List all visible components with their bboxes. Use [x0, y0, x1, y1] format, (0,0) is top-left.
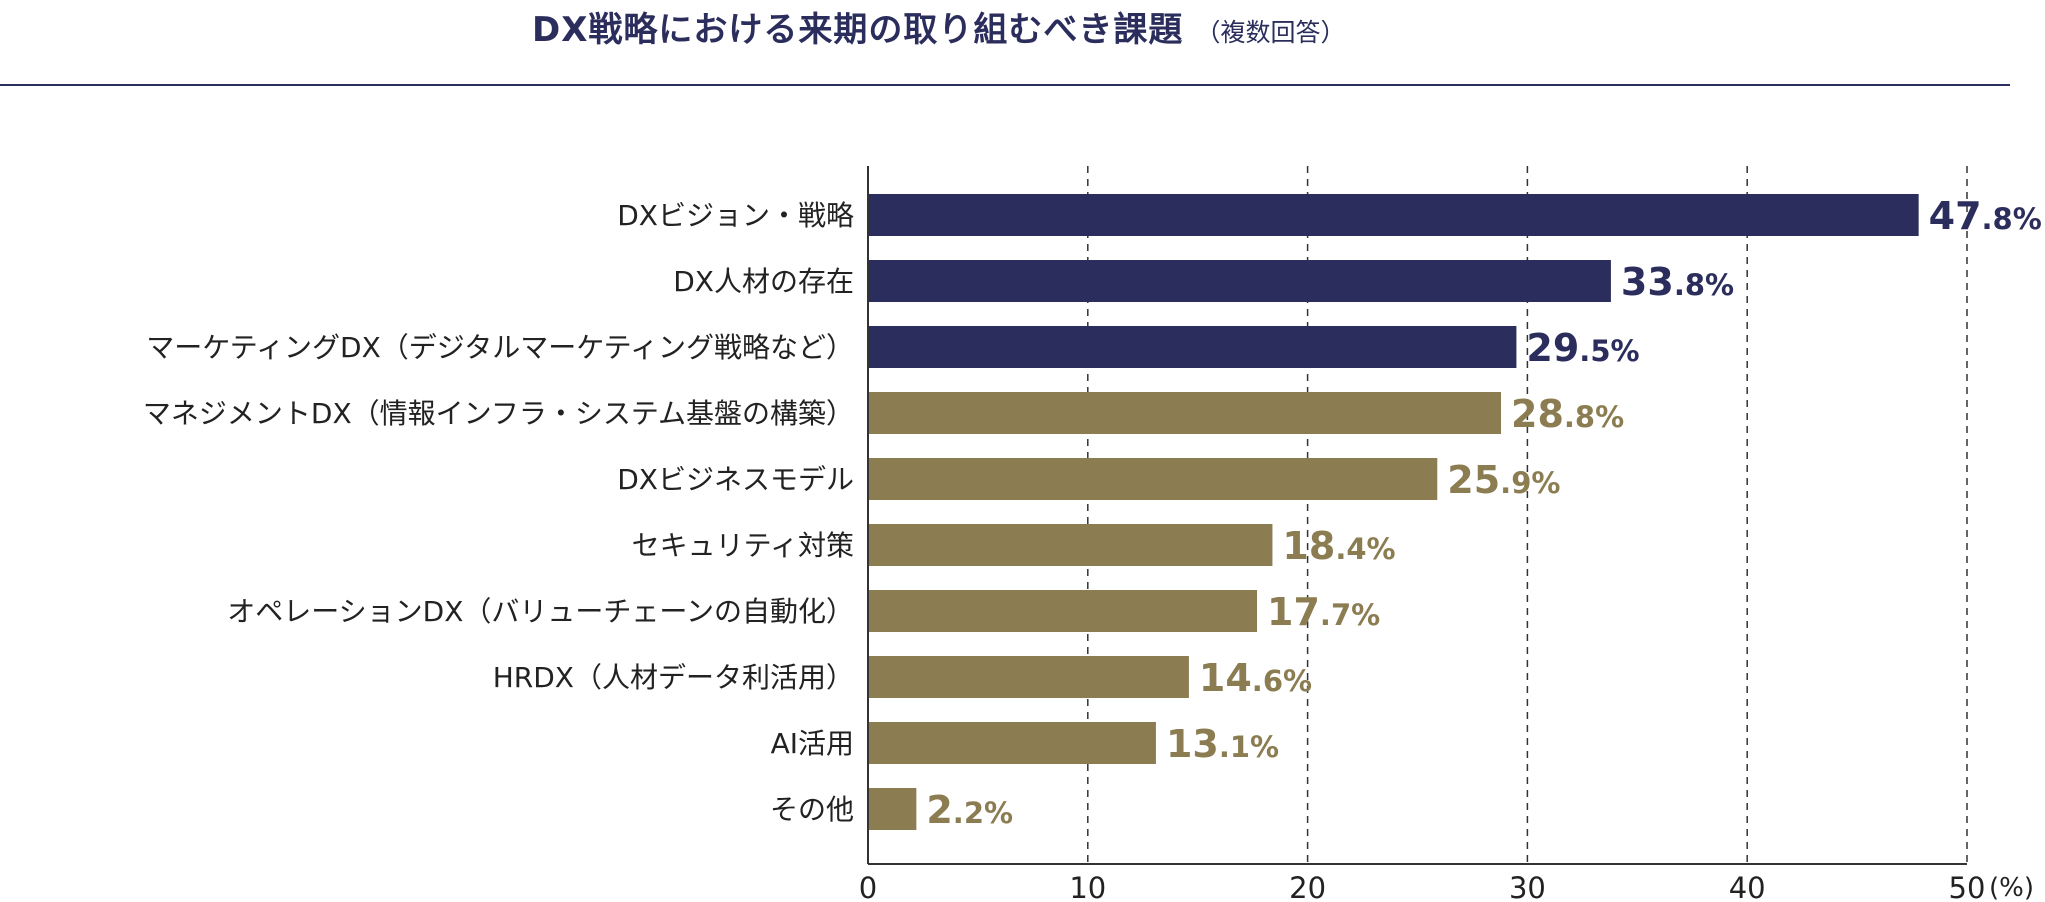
bar-9 [868, 722, 1156, 764]
category-label-4: マネジメントDX（情報インフラ・システム基盤の構築） [143, 397, 854, 430]
value-label-10: 2.2% [926, 788, 1013, 832]
category-label-1: DXビジョン・戦略 [617, 199, 854, 232]
x-tick-label-50: 50 [1949, 871, 1986, 902]
value-label-6: 18.4% [1282, 524, 1395, 568]
bar-3 [868, 326, 1517, 368]
category-label-5: DXビジネスモデル [617, 463, 854, 496]
x-tick-label-0: 0 [859, 871, 877, 902]
x-tick-label-10: 10 [1069, 871, 1106, 902]
category-label-10: その他 [770, 793, 854, 826]
chart-subtitle: （複数回答） [1195, 18, 1346, 47]
value-label-3: 29.5% [1526, 326, 1639, 370]
value-label-2: 33.8% [1621, 260, 1734, 304]
category-label-2: DX人材の存在 [673, 265, 854, 298]
bar-2 [868, 260, 1611, 302]
bar-10 [868, 788, 917, 830]
category-label-6: セキュリティ対策 [632, 529, 854, 562]
bars [868, 194, 1919, 830]
x-tick-label-20: 20 [1289, 871, 1326, 902]
chart-title-text: DX戦略における来期の取り組むべき課題 [532, 10, 1184, 50]
value-label-5: 25.9% [1447, 458, 1560, 502]
chart-header: DX戦略における来期の取り組むべき課題 （複数回答） [0, 0, 2010, 86]
value-label-1: 47.8% [1929, 194, 2042, 238]
value-label-7: 17.7% [1267, 590, 1380, 634]
category-label-7: オペレーションDX（バリューチェーンの自動化） [227, 595, 854, 628]
x-tick-label-40: 40 [1729, 871, 1766, 902]
labels: 0 10 20 30 40 50 (%) DXビジョン・戦略 47.8% DX人材の存在 33.8%… [143, 194, 2042, 902]
bar-6 [868, 524, 1273, 566]
chart-title: DX戦略における来期の取り組むべき課題 （複数回答） [532, 2, 1345, 51]
value-label-8: 14.6% [1199, 656, 1312, 700]
axes [867, 166, 1967, 865]
category-label-3: マーケティングDX（デジタルマーケティング戦略など） [146, 331, 854, 364]
x-tick-label-30: 30 [1509, 871, 1546, 902]
category-label-9: AI活用 [771, 727, 854, 760]
bar-8 [868, 656, 1189, 698]
title-divider [0, 84, 2010, 86]
value-label-9: 13.1% [1166, 722, 1279, 766]
x-axis-unit: (%) [1989, 873, 2034, 902]
bar-5 [868, 458, 1438, 500]
category-label-8: HRDX（人材データ利活用） [493, 661, 854, 694]
bar-7 [868, 590, 1258, 632]
bar-1 [868, 194, 1919, 236]
bar-4 [868, 392, 1502, 434]
value-label-4: 28.8% [1511, 392, 1624, 436]
